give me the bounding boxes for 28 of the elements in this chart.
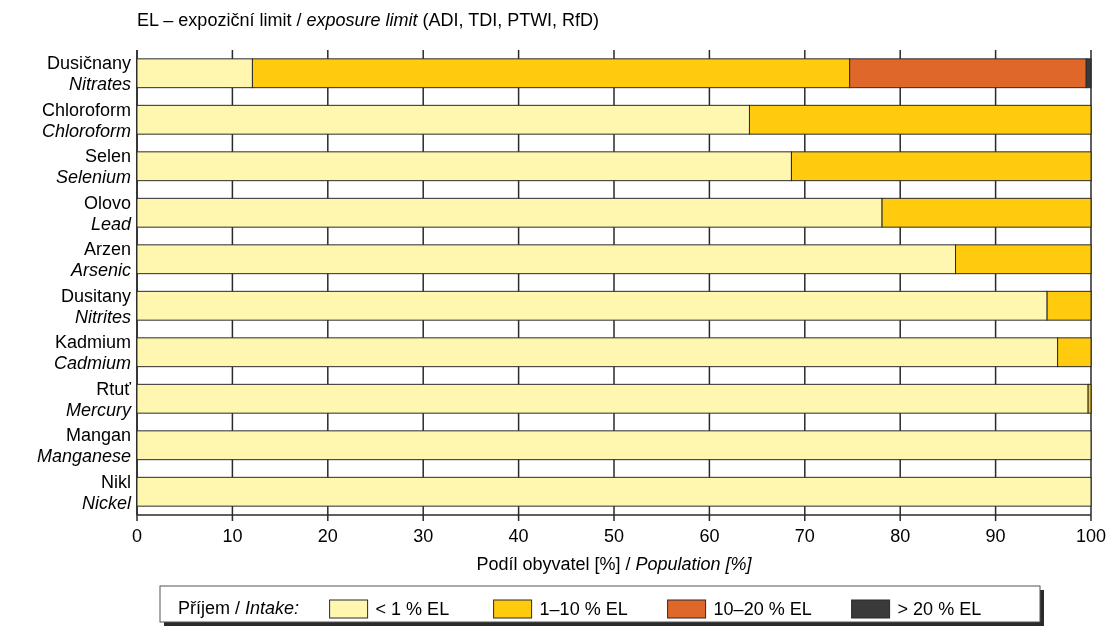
y-tick-label: Arzen Arsenic	[69, 239, 131, 281]
y-tick-label: Dusitany Nitrites	[60, 285, 131, 327]
x-tick-label: 0	[131, 526, 143, 546]
y-tick-label: Dusičnany Nitrates	[46, 53, 131, 95]
y-tick-label: Nikl Nickel	[81, 471, 132, 513]
x-tick-label: 80	[890, 526, 911, 546]
x-tick-label: 40	[508, 526, 529, 546]
x-tick-label: 100	[1075, 526, 1107, 546]
x-tick-label: 70	[794, 526, 815, 546]
y-tick-label: Kadmium Cadmium	[53, 332, 131, 374]
y-tick-label: Mangan Manganese	[36, 425, 131, 467]
y-tick-label: Selen Selenium	[55, 146, 131, 188]
x-tick-label: 50	[603, 526, 625, 546]
x-tick-label: 60	[699, 526, 720, 546]
legend-label: 1–10 % EL	[539, 599, 628, 619]
x-tick-label: 10	[222, 526, 243, 546]
legend-label: > 20 % EL	[897, 599, 982, 619]
y-tick-label: Olovo Lead	[83, 192, 132, 234]
x-axis-title: Podíl obyvatel [%] / Population [%]	[476, 554, 753, 574]
x-tick-label: 20	[317, 526, 338, 546]
legend-label: 10–20 % EL	[713, 599, 812, 619]
chart-title: EL – expoziční limit / exposure limit (ADI, TDI, PTWI, RfD)	[137, 10, 600, 30]
y-tick-label: Chloroform Chloroform	[41, 99, 131, 141]
x-tick-label: 90	[985, 526, 1006, 546]
y-tick-label: Rtuť Mercury	[65, 378, 132, 420]
legend-label: < 1 % EL	[375, 599, 450, 619]
legend-title: Příjem / Intake:	[178, 598, 300, 618]
x-tick-label: 30	[413, 526, 434, 546]
